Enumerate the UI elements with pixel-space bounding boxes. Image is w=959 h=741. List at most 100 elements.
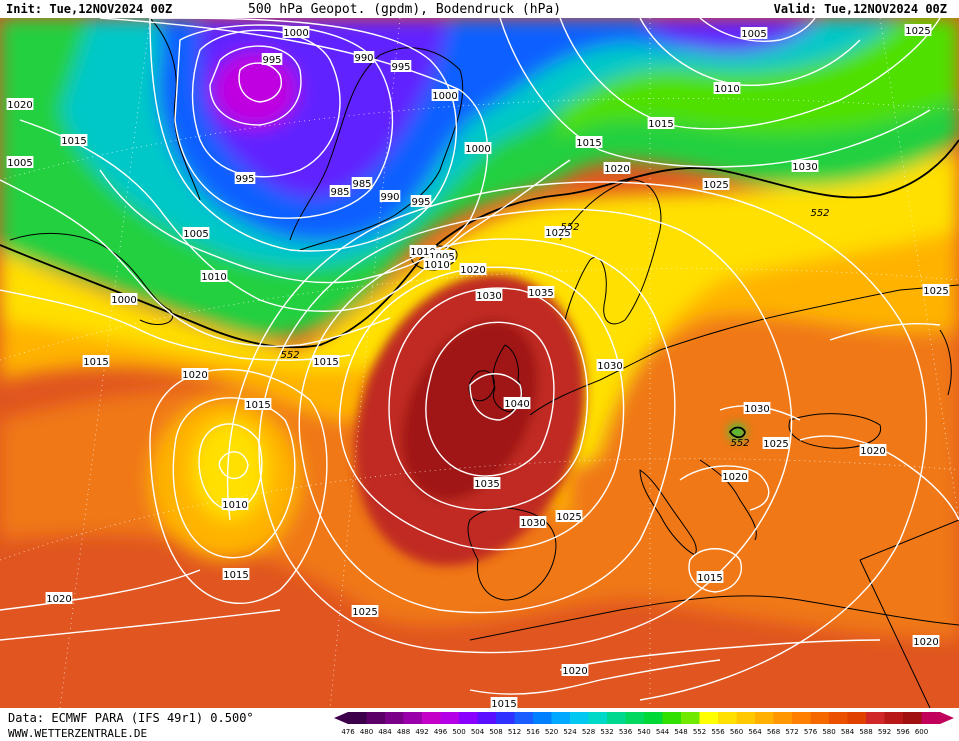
isobar-label-text: 1020 [722,472,747,483]
isobar-label: 995 [261,53,283,66]
isobar-label: 1030 [519,516,547,529]
isobar-label-text: 1020 [182,370,207,381]
isobar-label: 1030 [791,160,819,173]
isobar-label: 1000 [431,89,459,102]
isobar-label-text: 1015 [313,357,338,368]
isobar-label: 985 [329,185,351,198]
isobar-label: 995 [234,172,256,185]
isobar-label-bg [713,82,741,94]
isobar-label: 1020 [561,664,589,677]
cutoff-low-core [192,420,268,520]
isobar-label-text: 1025 [352,607,377,618]
legend-swatch [366,712,386,724]
isobar-label: 1030 [743,402,771,415]
isobar-label-text: 1005 [183,229,208,240]
isobar-label-bg [740,27,768,39]
legend-tick-label: 536 [619,728,633,736]
isobar-label-bg [45,592,73,604]
height-label: 552 [560,222,579,233]
legend-swatch [440,712,460,724]
legend-swatch [681,712,700,724]
isobar-label-text: 1010 [201,272,226,283]
isobar-label: 1035 [473,477,501,490]
legend-swatch [662,712,682,724]
legend-tick-label: 540 [637,728,650,736]
legend-swatch [699,712,719,724]
high-pressure-ridge-core [402,320,538,500]
legend-tick-label: 516 [526,728,540,736]
isobar-label: 1025 [762,437,790,450]
legend-tick-label: 600 [915,728,928,736]
isobar-label: 1005 [740,27,768,40]
legend-swatch [551,712,571,724]
legend-tick-label: 480 [360,728,373,736]
isobar-label-bg [390,60,412,72]
chart-footer: Data: ECMWF PARA (IFS 49r1) 0.500° WWW.W… [0,708,959,741]
isobar-label-text: 1010 [410,247,435,258]
isobar-label: 1000 [110,293,138,306]
isobar-label-bg [234,172,256,184]
isobar-label: 995 [390,60,412,73]
height-label: 552 [280,350,299,361]
isobar-label-text: 1025 [905,26,930,37]
isobar-label-text: 1015 [83,357,108,368]
legend-swatch [533,712,552,724]
isobar-label: 1030 [596,359,624,372]
isobar-label-bg [182,227,210,239]
isobar-label: 1040 [503,397,531,410]
legend-swatch [736,712,756,724]
legend-swatch [403,712,423,724]
isobar-label: 1020 [912,635,940,648]
legend-tick-label: 580 [822,728,835,736]
isobar-label-bg [6,156,34,168]
legend-tick-label: 532 [600,728,613,736]
legend-swatch [514,712,534,724]
isobar-label-text: 1000 [283,28,308,39]
isobar-label-text: 1030 [597,361,622,372]
isobar-label-bg [561,664,589,676]
isobar-label-bg [922,284,950,296]
legend-swatch [829,712,848,724]
isobar-label-bg [431,89,459,101]
legend-tick-label: 524 [563,728,577,736]
isobar-label-bg [702,178,730,190]
isobar-label-bg [603,162,631,174]
isobar-label-text: 1015 [245,400,270,411]
isobar-label-text: 1015 [491,699,516,708]
lat-lon-grid [0,18,959,708]
isobar-label-text: 1020 [604,164,629,175]
isobar-label-text: 1025 [556,512,581,523]
legend-swatch [459,712,478,724]
height-contour-552 [0,139,959,439]
isobar-label-text: 1020 [562,666,587,677]
isobar-label-bg [410,195,432,207]
legend-tick-label: 504 [471,728,485,736]
legend-tick-label: 548 [674,728,687,736]
legend-tick-label: 492 [415,728,428,736]
isobar-label: 1025 [351,605,379,618]
isobar-label-text: 1000 [465,144,490,155]
chart-header: Init: Tue,12NOV2024 00Z 500 hPa Geopot. … [0,0,959,18]
legend-swatch [884,712,904,724]
isobar-label-text: 1005 [7,158,32,169]
isobar-label-bg [222,568,250,580]
isobar-label-bg [353,51,375,63]
isobar-label: 1010 [200,270,228,283]
legend-swatch [755,712,774,724]
isobar-label-bg [110,293,138,305]
isobar-label-text: 1020 [46,594,71,605]
legend-tick-label: 512 [508,728,521,736]
legend-swatch [773,712,793,724]
isobar-label-bg [904,24,932,36]
isobar-label: 1010 [713,82,741,95]
isobar-label-text: 1015 [61,136,86,147]
legend-tick-label: 552 [693,728,706,736]
isobar-label-text: 1010 [424,260,449,271]
legend-tick-label: 484 [378,728,392,736]
isobar-label-text: 1020 [913,637,938,648]
isobar-label: 1015 [490,697,518,708]
isobar-labels: 1000 995 990 995 1000 1005 1025 1010 1015 1015 100… [6,24,950,708]
legend-swatch [588,712,608,724]
legend-swatch [496,712,515,724]
isobar-label-bg [351,177,373,189]
